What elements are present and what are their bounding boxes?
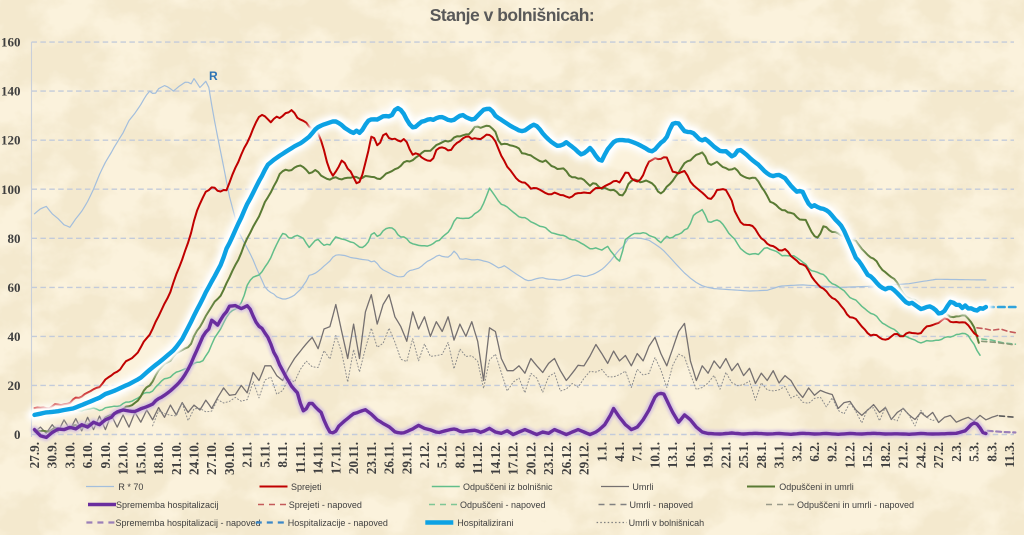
svg-text:2.11.: 2.11. (240, 442, 255, 468)
svg-text:5.12.: 5.12. (435, 442, 450, 468)
svg-text:17.11.: 17.11. (328, 442, 343, 474)
svg-text:24.10.: 24.10. (187, 442, 202, 475)
svg-text:27.2.: 27.2. (931, 442, 946, 468)
svg-text:11.11.: 11.11. (293, 442, 308, 474)
svg-text:40: 40 (8, 329, 21, 344)
svg-text:100: 100 (1, 182, 21, 197)
svg-text:Sprememba hospitalizacij - nap: Sprememba hospitalizacij - napoved (116, 518, 261, 528)
svg-text:8.3.: 8.3. (984, 442, 999, 462)
svg-text:13.1.: 13.1. (665, 442, 680, 468)
svg-text:24.2.: 24.2. (913, 442, 928, 468)
svg-text:20.11.: 20.11. (346, 442, 361, 474)
svg-text:21.10.: 21.10. (169, 442, 184, 475)
svg-text:23.11.: 23.11. (364, 442, 379, 474)
svg-text:22.1.: 22.1. (718, 442, 733, 468)
svg-text:29.11.: 29.11. (399, 442, 414, 474)
svg-text:Hospitalizirani: Hospitalizirani (457, 518, 513, 528)
svg-text:2.3.: 2.3. (949, 442, 964, 462)
svg-text:14.11.: 14.11. (311, 442, 326, 474)
svg-text:R: R (209, 69, 218, 83)
svg-text:Sprejeti: Sprejeti (291, 482, 322, 492)
svg-text:30.9.: 30.9. (45, 442, 60, 468)
svg-text:31.1.: 31.1. (772, 442, 787, 468)
svg-text:28.1.: 28.1. (754, 442, 769, 468)
svg-text:30.10.: 30.10. (222, 442, 237, 475)
svg-text:10.1.: 10.1. (648, 442, 663, 468)
svg-text:18.10.: 18.10. (151, 442, 166, 475)
svg-text:15.2.: 15.2. (860, 442, 875, 468)
svg-text:18.2.: 18.2. (878, 442, 893, 468)
svg-text:15.10.: 15.10. (133, 442, 148, 475)
svg-text:Odpuščeni in umrli: Odpuščeni in umrli (779, 482, 854, 492)
svg-text:Umrli - napoved: Umrli - napoved (630, 500, 694, 510)
svg-text:11.3.: 11.3. (1002, 442, 1017, 468)
svg-text:Odpuščeni in umrli - napoved: Odpuščeni in umrli - napoved (797, 500, 914, 510)
svg-text:0: 0 (14, 427, 21, 442)
svg-text:12.10.: 12.10. (116, 442, 131, 475)
svg-text:20: 20 (8, 378, 21, 393)
svg-text:8.11.: 8.11. (275, 442, 290, 468)
svg-text:3.10.: 3.10. (62, 442, 77, 468)
svg-text:19.1.: 19.1. (701, 442, 716, 468)
svg-text:17.12.: 17.12. (506, 442, 521, 475)
svg-text:27.9.: 27.9. (27, 442, 42, 468)
svg-text:60: 60 (8, 280, 21, 295)
svg-text:Umrli v bolnišnicah: Umrli v bolnišnicah (629, 518, 705, 528)
svg-text:23.12.: 23.12. (541, 442, 556, 475)
svg-text:2.12.: 2.12. (417, 442, 432, 468)
svg-text:26.11.: 26.11. (382, 442, 397, 474)
svg-text:27.10.: 27.10. (204, 442, 219, 475)
svg-text:Hospitalizacije - napoved: Hospitalizacije - napoved (288, 518, 388, 528)
svg-text:3.2.: 3.2. (789, 442, 804, 462)
svg-text:20.12.: 20.12. (523, 442, 538, 475)
svg-text:140: 140 (1, 84, 21, 99)
svg-text:26.12.: 26.12. (559, 442, 574, 475)
svg-text:160: 160 (1, 35, 21, 50)
svg-text:Stanje v bolnišnicah:: Stanje v bolnišnicah: (430, 5, 595, 25)
svg-text:6.10.: 6.10. (80, 442, 95, 468)
svg-text:Sprememba hospitalizacij: Sprememba hospitalizacij (116, 500, 219, 510)
svg-text:5.11.: 5.11. (257, 442, 272, 468)
svg-text:R * 70: R * 70 (118, 482, 143, 492)
svg-text:6.2.: 6.2. (807, 442, 822, 462)
svg-text:14.12.: 14.12. (488, 442, 503, 475)
svg-text:80: 80 (8, 231, 21, 246)
svg-text:9.2.: 9.2. (825, 442, 840, 462)
svg-text:Odpuščeni iz bolnišnic: Odpuščeni iz bolnišnic (463, 482, 553, 492)
svg-text:Umrli: Umrli (632, 482, 653, 492)
svg-text:12.2.: 12.2. (843, 442, 858, 468)
svg-text:5.3.: 5.3. (967, 442, 982, 462)
svg-text:25.1.: 25.1. (736, 442, 751, 468)
svg-text:11.12.: 11.12. (470, 442, 485, 474)
svg-text:21.2.: 21.2. (896, 442, 911, 468)
svg-text:4.1.: 4.1. (612, 442, 627, 462)
svg-text:Sprejeti - napoved: Sprejeti - napoved (289, 500, 362, 510)
svg-text:29.12.: 29.12. (577, 442, 592, 475)
svg-text:Odpuščeni - napoved: Odpuščeni - napoved (460, 500, 546, 510)
svg-text:9.10.: 9.10. (98, 442, 113, 468)
svg-text:7.1.: 7.1. (630, 442, 645, 462)
svg-text:1.1.: 1.1. (594, 442, 609, 462)
svg-text:120: 120 (1, 133, 21, 148)
svg-text:8.12.: 8.12. (452, 442, 467, 468)
svg-text:16.1.: 16.1. (683, 442, 698, 468)
